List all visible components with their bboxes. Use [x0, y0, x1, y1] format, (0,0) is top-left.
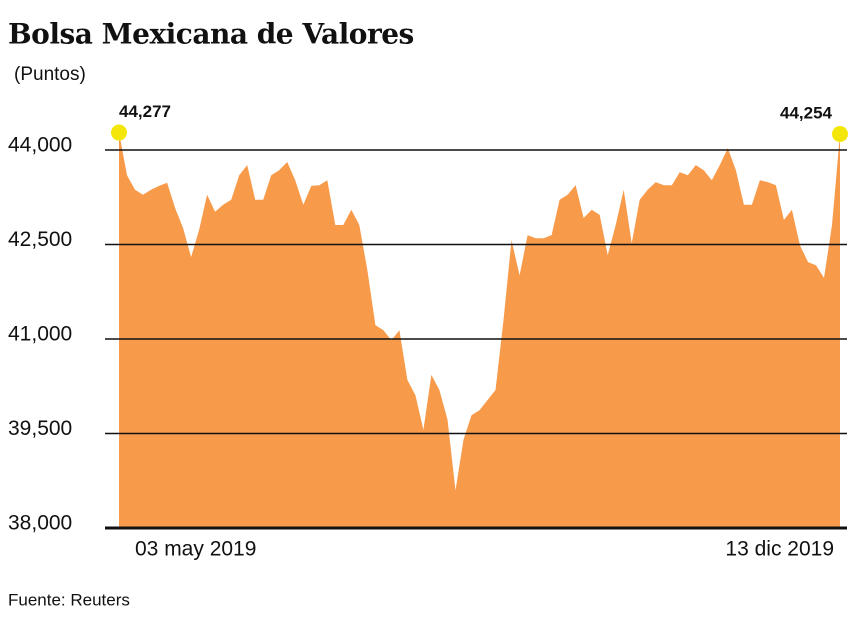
y-tick-label: 39,500	[8, 417, 72, 440]
value-label: 44,254	[780, 103, 833, 122]
area	[119, 132, 840, 528]
y-tick-label: 41,000	[8, 323, 72, 346]
value-label: 44,277	[119, 102, 171, 121]
y-tick-label: 38,000	[8, 512, 72, 535]
chart-subtitle: (Puntos)	[14, 64, 86, 85]
marker	[111, 124, 127, 141]
marker	[832, 125, 848, 142]
y-tick-label: 44,000	[8, 134, 72, 157]
x-tick-label: 13 dic 2019	[725, 538, 834, 561]
source: Fuente: Reuters	[8, 590, 130, 609]
y-tick-label: 42,500	[8, 228, 72, 251]
chart-title: Bolsa Mexicana de Valores	[8, 18, 414, 51]
x-tick-label: 03 may 2019	[135, 538, 256, 561]
